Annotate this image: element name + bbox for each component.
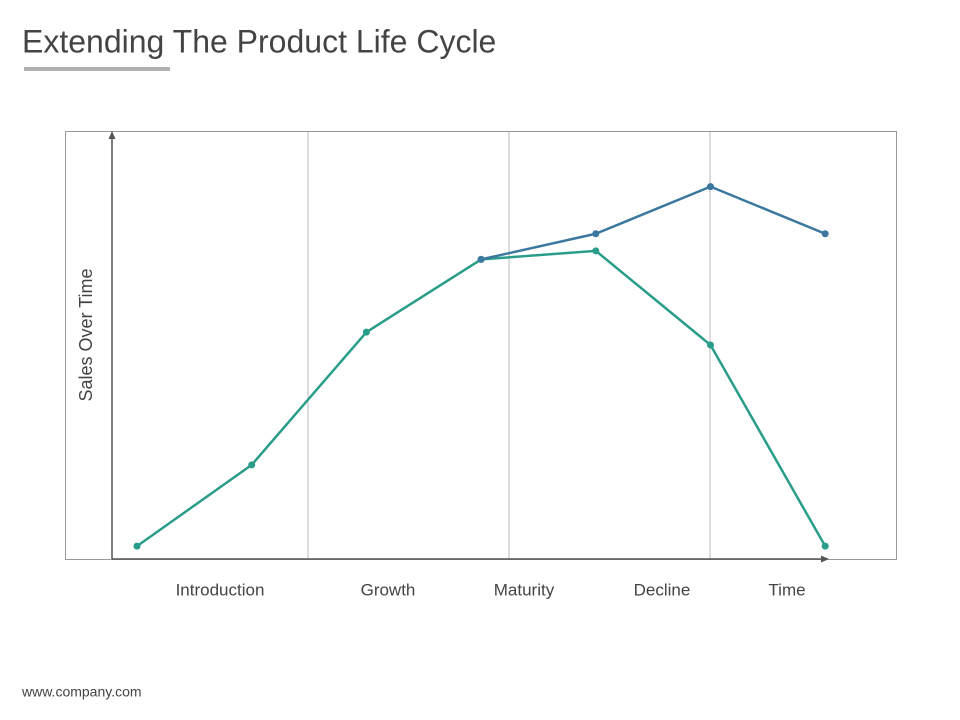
footer: www.company.com: [21, 684, 142, 700]
x-axis-arrow: [821, 555, 829, 563]
plot-frame: [65, 131, 897, 560]
phase-label: Growth: [361, 580, 416, 599]
data-point: [707, 183, 714, 191]
x-axis-label: Time: [768, 580, 805, 599]
data-point: [362, 328, 370, 336]
data-point: [821, 542, 829, 550]
data-point: [707, 341, 714, 349]
y-axis-arrow: [108, 131, 116, 139]
data-point: [592, 247, 600, 255]
series-line: [480, 185, 826, 261]
data-point: [248, 461, 256, 469]
series-line: [136, 249, 827, 548]
phase-label: Maturity: [494, 580, 555, 599]
phase-label: Introduction: [176, 580, 265, 599]
data-point: [477, 255, 485, 263]
data-point: [592, 230, 600, 238]
title-underline: [24, 67, 170, 71]
title: Extending The Product Life Cycle: [22, 23, 496, 59]
y-axis-label: Sales Over Time: [76, 268, 96, 401]
data-point: [133, 542, 141, 550]
data-point: [821, 230, 829, 238]
phase-label: Decline: [634, 580, 691, 599]
